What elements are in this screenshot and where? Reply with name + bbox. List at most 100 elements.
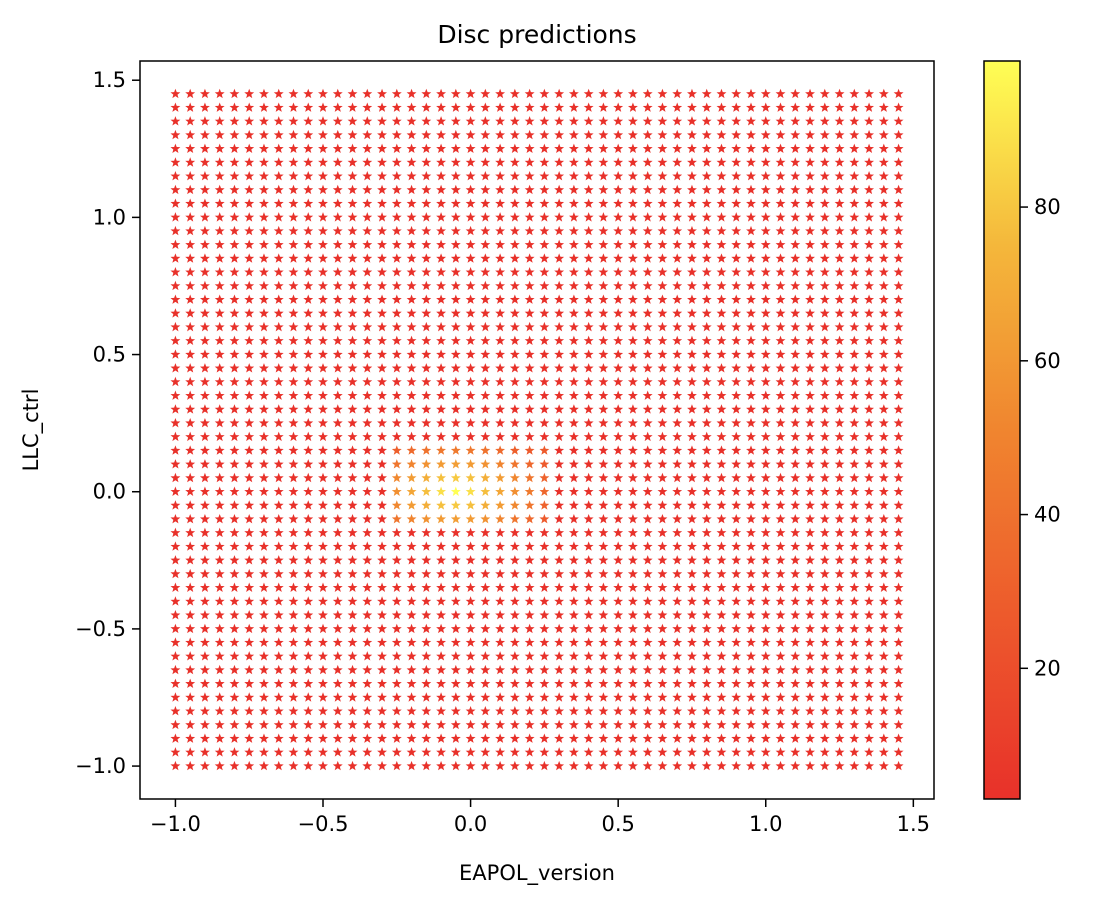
scatter-point	[598, 431, 609, 442]
scatter-point	[273, 445, 284, 455]
scatter-point	[849, 692, 860, 702]
scatter-point	[819, 609, 830, 620]
scatter-point	[509, 335, 520, 346]
scatter-point	[318, 623, 328, 634]
scatter-point	[819, 664, 830, 675]
scatter-point	[849, 376, 860, 387]
scatter-point	[170, 486, 181, 496]
scatter-point	[347, 363, 358, 373]
scatter-point	[746, 445, 756, 455]
scatter-point	[613, 376, 624, 387]
scatter-point	[672, 747, 683, 757]
scatter-point	[805, 102, 815, 112]
scatter-point	[613, 445, 624, 455]
scatter-point	[819, 719, 830, 730]
scatter-point	[199, 335, 210, 346]
scatter-point	[834, 225, 845, 236]
scatter-point	[642, 459, 653, 469]
scatter-point	[362, 486, 373, 496]
scatter-point	[509, 678, 520, 688]
scatter-point	[687, 596, 697, 606]
scatter-point	[377, 733, 387, 743]
scatter-point	[687, 733, 697, 743]
scatter-point	[657, 582, 668, 592]
scatter-point	[805, 582, 815, 592]
scatter-point	[642, 404, 653, 414]
scatter-point	[598, 582, 609, 592]
scatter-point	[849, 390, 860, 400]
scatter-point	[568, 500, 579, 510]
scatter-point	[598, 116, 609, 126]
scatter-point	[864, 417, 875, 428]
scatter-point	[657, 294, 668, 304]
scatter-point	[480, 376, 491, 387]
scatter-point	[273, 760, 284, 771]
scatter-point	[495, 678, 506, 688]
scatter-point	[568, 596, 579, 606]
y-tick-label: 0.5	[93, 343, 126, 367]
scatter-point	[642, 198, 653, 208]
scatter-point	[259, 335, 269, 346]
scatter-point	[554, 280, 565, 291]
scatter-point	[362, 267, 373, 277]
scatter-point	[273, 706, 284, 716]
scatter-point	[568, 623, 579, 634]
scatter-point	[391, 664, 402, 675]
scatter-point	[568, 417, 579, 428]
scatter-point	[450, 349, 461, 359]
scatter-point	[657, 527, 668, 538]
scatter-point	[495, 719, 506, 730]
scatter-point	[214, 513, 225, 524]
scatter-point	[775, 692, 786, 702]
scatter-point	[642, 321, 653, 332]
scatter-point	[716, 486, 727, 496]
scatter-point	[583, 308, 594, 318]
scatter-point	[406, 706, 417, 716]
scatter-point	[347, 678, 358, 688]
scatter-point	[834, 198, 845, 208]
scatter-point	[436, 568, 447, 579]
scatter-point	[687, 623, 697, 634]
scatter-point	[524, 417, 535, 428]
scatter-point	[642, 253, 653, 263]
scatter-point	[613, 459, 624, 469]
scatter-point	[642, 157, 653, 167]
scatter-point	[524, 143, 535, 153]
scatter-point	[583, 212, 594, 222]
scatter-point	[391, 459, 402, 469]
scatter-point	[406, 349, 417, 359]
scatter-point	[746, 212, 756, 222]
scatter-point	[687, 500, 697, 510]
scatter-point	[627, 651, 638, 661]
scatter-point	[273, 225, 284, 236]
scatter-point	[701, 417, 712, 428]
scatter-point	[746, 157, 756, 167]
scatter-point	[524, 541, 535, 551]
scatter-point	[657, 390, 668, 400]
scatter-point	[480, 239, 491, 250]
scatter-point	[465, 760, 476, 771]
scatter-point	[450, 308, 461, 318]
scatter-point	[214, 706, 225, 716]
scatter-point	[495, 390, 506, 400]
scatter-point	[332, 513, 343, 524]
scatter-point	[598, 225, 609, 236]
scatter-point	[790, 664, 801, 675]
scatter-point	[229, 225, 240, 236]
scatter-point	[805, 651, 815, 661]
scatter-point	[790, 102, 801, 112]
scatter-point	[199, 239, 210, 250]
scatter-point	[465, 363, 476, 373]
scatter-point	[539, 459, 550, 469]
scatter-point	[377, 171, 387, 181]
scatter-point	[214, 445, 225, 455]
scatter-point	[554, 225, 565, 236]
scatter-point	[465, 184, 476, 195]
scatter-point	[495, 664, 506, 675]
scatter-point	[259, 88, 269, 99]
scatter-point	[878, 719, 889, 730]
scatter-point	[229, 706, 240, 716]
scatter-point	[229, 404, 240, 414]
scatter-point	[716, 102, 727, 112]
scatter-point	[731, 486, 742, 496]
